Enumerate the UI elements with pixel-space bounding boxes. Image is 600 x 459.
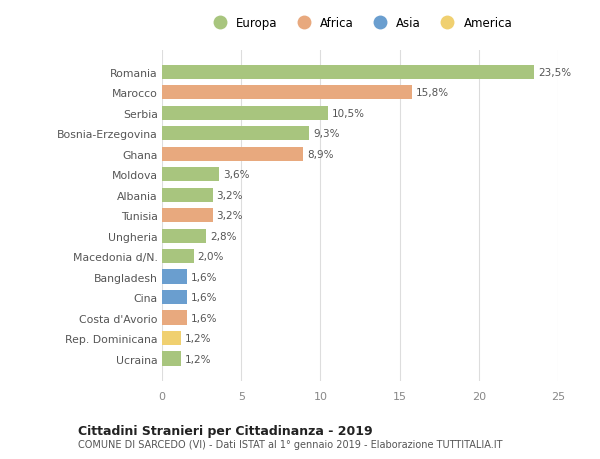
Bar xyxy=(162,208,212,223)
Text: 3,2%: 3,2% xyxy=(217,190,243,200)
Text: 1,6%: 1,6% xyxy=(191,313,218,323)
Text: 1,2%: 1,2% xyxy=(185,354,211,364)
Bar xyxy=(162,188,212,202)
Text: 8,9%: 8,9% xyxy=(307,150,334,159)
Bar xyxy=(162,86,412,100)
Text: Cittadini Stranieri per Cittadinanza - 2019: Cittadini Stranieri per Cittadinanza - 2… xyxy=(78,424,373,437)
Text: 1,6%: 1,6% xyxy=(191,272,218,282)
Bar xyxy=(162,127,310,141)
Bar xyxy=(162,249,194,264)
Text: 2,0%: 2,0% xyxy=(197,252,224,262)
Bar xyxy=(162,291,187,305)
Text: 3,6%: 3,6% xyxy=(223,170,250,180)
Text: 15,8%: 15,8% xyxy=(416,88,449,98)
Text: 2,8%: 2,8% xyxy=(211,231,237,241)
Bar xyxy=(162,66,534,80)
Bar xyxy=(162,311,187,325)
Text: 9,3%: 9,3% xyxy=(313,129,340,139)
Bar xyxy=(162,106,328,121)
Bar xyxy=(162,229,206,243)
Text: 1,6%: 1,6% xyxy=(191,292,218,302)
Bar xyxy=(162,147,303,162)
Text: COMUNE DI SARCEDO (VI) - Dati ISTAT al 1° gennaio 2019 - Elaborazione TUTTITALIA: COMUNE DI SARCEDO (VI) - Dati ISTAT al 1… xyxy=(78,440,503,449)
Text: 10,5%: 10,5% xyxy=(332,108,365,118)
Text: 23,5%: 23,5% xyxy=(538,67,571,78)
Bar xyxy=(162,168,219,182)
Text: 1,2%: 1,2% xyxy=(185,333,211,343)
Legend: Europa, Africa, Asia, America: Europa, Africa, Asia, America xyxy=(208,17,512,30)
Bar xyxy=(162,331,181,346)
Bar xyxy=(162,270,187,284)
Bar xyxy=(162,352,181,366)
Text: 3,2%: 3,2% xyxy=(217,211,243,221)
